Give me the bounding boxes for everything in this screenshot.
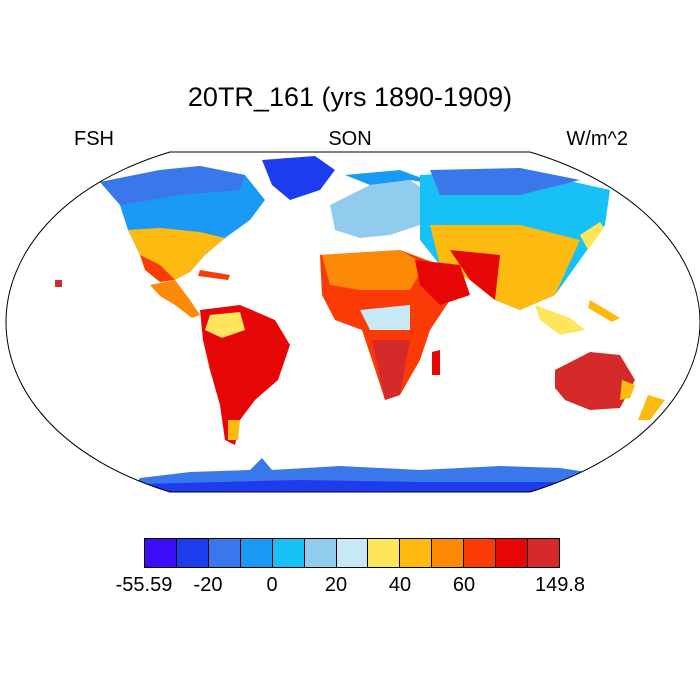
europe-region [330, 180, 440, 238]
colorbar-tick-label: 40 [388, 574, 412, 596]
colorbar-tick-label: 149.8 [534, 574, 586, 596]
colorbar-swatch [496, 539, 529, 567]
colorbar-swatch [368, 539, 401, 567]
south-america-region [200, 305, 290, 445]
colorbar-swatch [240, 539, 273, 567]
colorbar-swatch [528, 539, 559, 567]
colorbar-tick-label: -20 [193, 574, 223, 596]
colorbar-labels: -55.59 -20 0 20 40 60 149.8 [0, 574, 700, 598]
colorbar-tick-label: 60 [452, 574, 476, 596]
colorbar-tick-label: 20 [324, 574, 348, 596]
variable-label: FSH [74, 128, 114, 150]
colorbar-swatch [400, 539, 433, 567]
map-border [5, 151, 700, 493]
units-label: W/m^2 [566, 128, 628, 150]
colorbar-swatch [176, 539, 209, 567]
colorbar-tick-label: -55.59 [115, 574, 173, 596]
colorbar-swatch [145, 539, 177, 567]
colorbar-swatch [336, 539, 369, 567]
colorbar-swatch [464, 539, 497, 567]
colorbar-tick-label: 0 [266, 574, 278, 596]
season-label: SON [328, 128, 372, 150]
map-title: 20TR_161 (yrs 1890-1909) [187, 82, 513, 112]
colorbar-swatch [432, 539, 465, 567]
colorbar-swatch [272, 539, 305, 567]
greenland-region [262, 156, 335, 200]
colorbar-swatch [304, 539, 337, 567]
colorbar-swatch [208, 539, 241, 567]
colorbar [144, 538, 560, 568]
australia-region [555, 352, 635, 410]
